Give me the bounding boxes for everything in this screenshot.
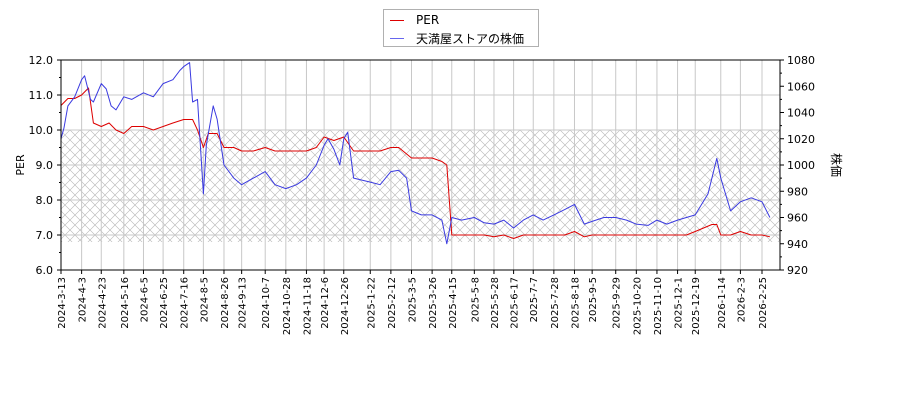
x-tick-label: 2025-12-19: [691, 277, 702, 335]
x-tick-label: 2024-3-13: [57, 277, 68, 329]
x-tick-label: 2024-5-16: [120, 277, 131, 329]
legend-label-price: 天満屋ストアの株価: [416, 31, 525, 46]
right-tick-label: 1080: [787, 54, 815, 67]
left-tick-label: 11.0: [29, 89, 54, 102]
x-tick-label: 2025-7-7: [529, 277, 540, 322]
left-tick-label: 10.0: [29, 124, 54, 137]
x-tick-label: 2024-10-7: [261, 277, 272, 329]
legend-swatch-price: [390, 37, 404, 39]
left-tick-label: 12.0: [29, 54, 54, 67]
x-tick-label: 2024-10-28: [282, 277, 293, 335]
shaded-band: [61, 130, 780, 242]
left-axis-label: PER: [14, 154, 27, 176]
x-tick-label: 2024-4-3: [78, 277, 89, 322]
right-tick-label: 1020: [787, 133, 815, 146]
x-tick-label: 2026-1-14: [717, 277, 728, 329]
x-tick-label: 2025-3-26: [428, 277, 439, 329]
x-tick-label: 2025-9-29: [612, 277, 623, 329]
left-tick-label: 9.0: [36, 159, 54, 172]
x-tick-label: 2024-7-16: [180, 277, 191, 329]
right-axis-label: 株価: [829, 153, 844, 177]
right-tick-label: 980: [787, 185, 808, 198]
x-tick-label: 2024-4-23: [97, 277, 108, 329]
x-tick-label: 2026-2-3: [736, 277, 747, 322]
left-tick-label: 6.0: [36, 264, 54, 277]
legend: PER 天満屋ストアの株価: [383, 9, 539, 47]
x-tick-label: 2024-12-26: [340, 277, 351, 335]
right-tick-label: 1060: [787, 80, 815, 93]
hatched-band: [61, 130, 780, 242]
x-tick-label: 2026-2-25: [758, 277, 769, 329]
per-line: [61, 87, 771, 239]
right-axis: 1080 1060 1040 1020 1000 980 960 940 920: [780, 54, 815, 277]
left-axis: 12.0 11.0 10.0 9.0 8.0 7.0 6.0: [29, 54, 61, 277]
left-tick-label: 8.0: [36, 194, 54, 207]
right-tick-label: 920: [787, 264, 808, 277]
legend-label-per: PER: [416, 13, 440, 27]
right-tick-label: 1040: [787, 107, 815, 120]
x-axis: 2024-3-13 2024-4-3 2024-4-23 2024-5-16 2024-…: [57, 270, 769, 335]
x-tick-label: 2025-5-8: [470, 277, 481, 322]
left-tick-label: 7.0: [36, 229, 54, 242]
x-tick-label: 2024-12-6: [320, 277, 331, 329]
x-tick-label: 2025-7-28: [550, 277, 561, 329]
right-tick-label: 960: [787, 212, 808, 225]
right-tick-label: 940: [787, 238, 808, 251]
x-tick-label: 2025-6-17: [510, 277, 521, 329]
x-tick-label: 2024-6-25: [159, 277, 170, 329]
x-tick-label: 2025-2-12: [387, 277, 398, 329]
x-tick-label: 2024-9-13: [238, 277, 249, 329]
x-tick-label: 2025-9-5: [588, 277, 599, 322]
legend-item-price: 天満屋ストアの株価: [390, 30, 524, 46]
x-tick-label: 2024-6-5: [140, 277, 151, 322]
x-tick-label: 2024-8-26: [220, 277, 231, 329]
x-tick-label: 2025-10-20: [632, 277, 643, 335]
x-tick-label: 2025-5-28: [490, 277, 501, 329]
legend-swatch-per: [390, 19, 404, 21]
price-line: [61, 62, 771, 245]
x-tick-label: 2025-8-18: [571, 277, 582, 329]
x-tick-label: 2025-4-15: [448, 277, 459, 329]
x-tick-label: 2024-11-18: [302, 277, 313, 335]
legend-item-per: PER: [390, 12, 439, 28]
series-lines: [61, 62, 771, 245]
x-tick-label: 2025-1-22: [366, 277, 377, 329]
right-tick-label: 1000: [787, 159, 815, 172]
x-tick-label: 2024-8-5: [199, 277, 210, 322]
x-tick-label: 2025-3-5: [408, 277, 419, 322]
x-tick-label: 2025-11-10: [653, 277, 664, 335]
x-tick-label: 2025-12-1: [674, 277, 685, 329]
